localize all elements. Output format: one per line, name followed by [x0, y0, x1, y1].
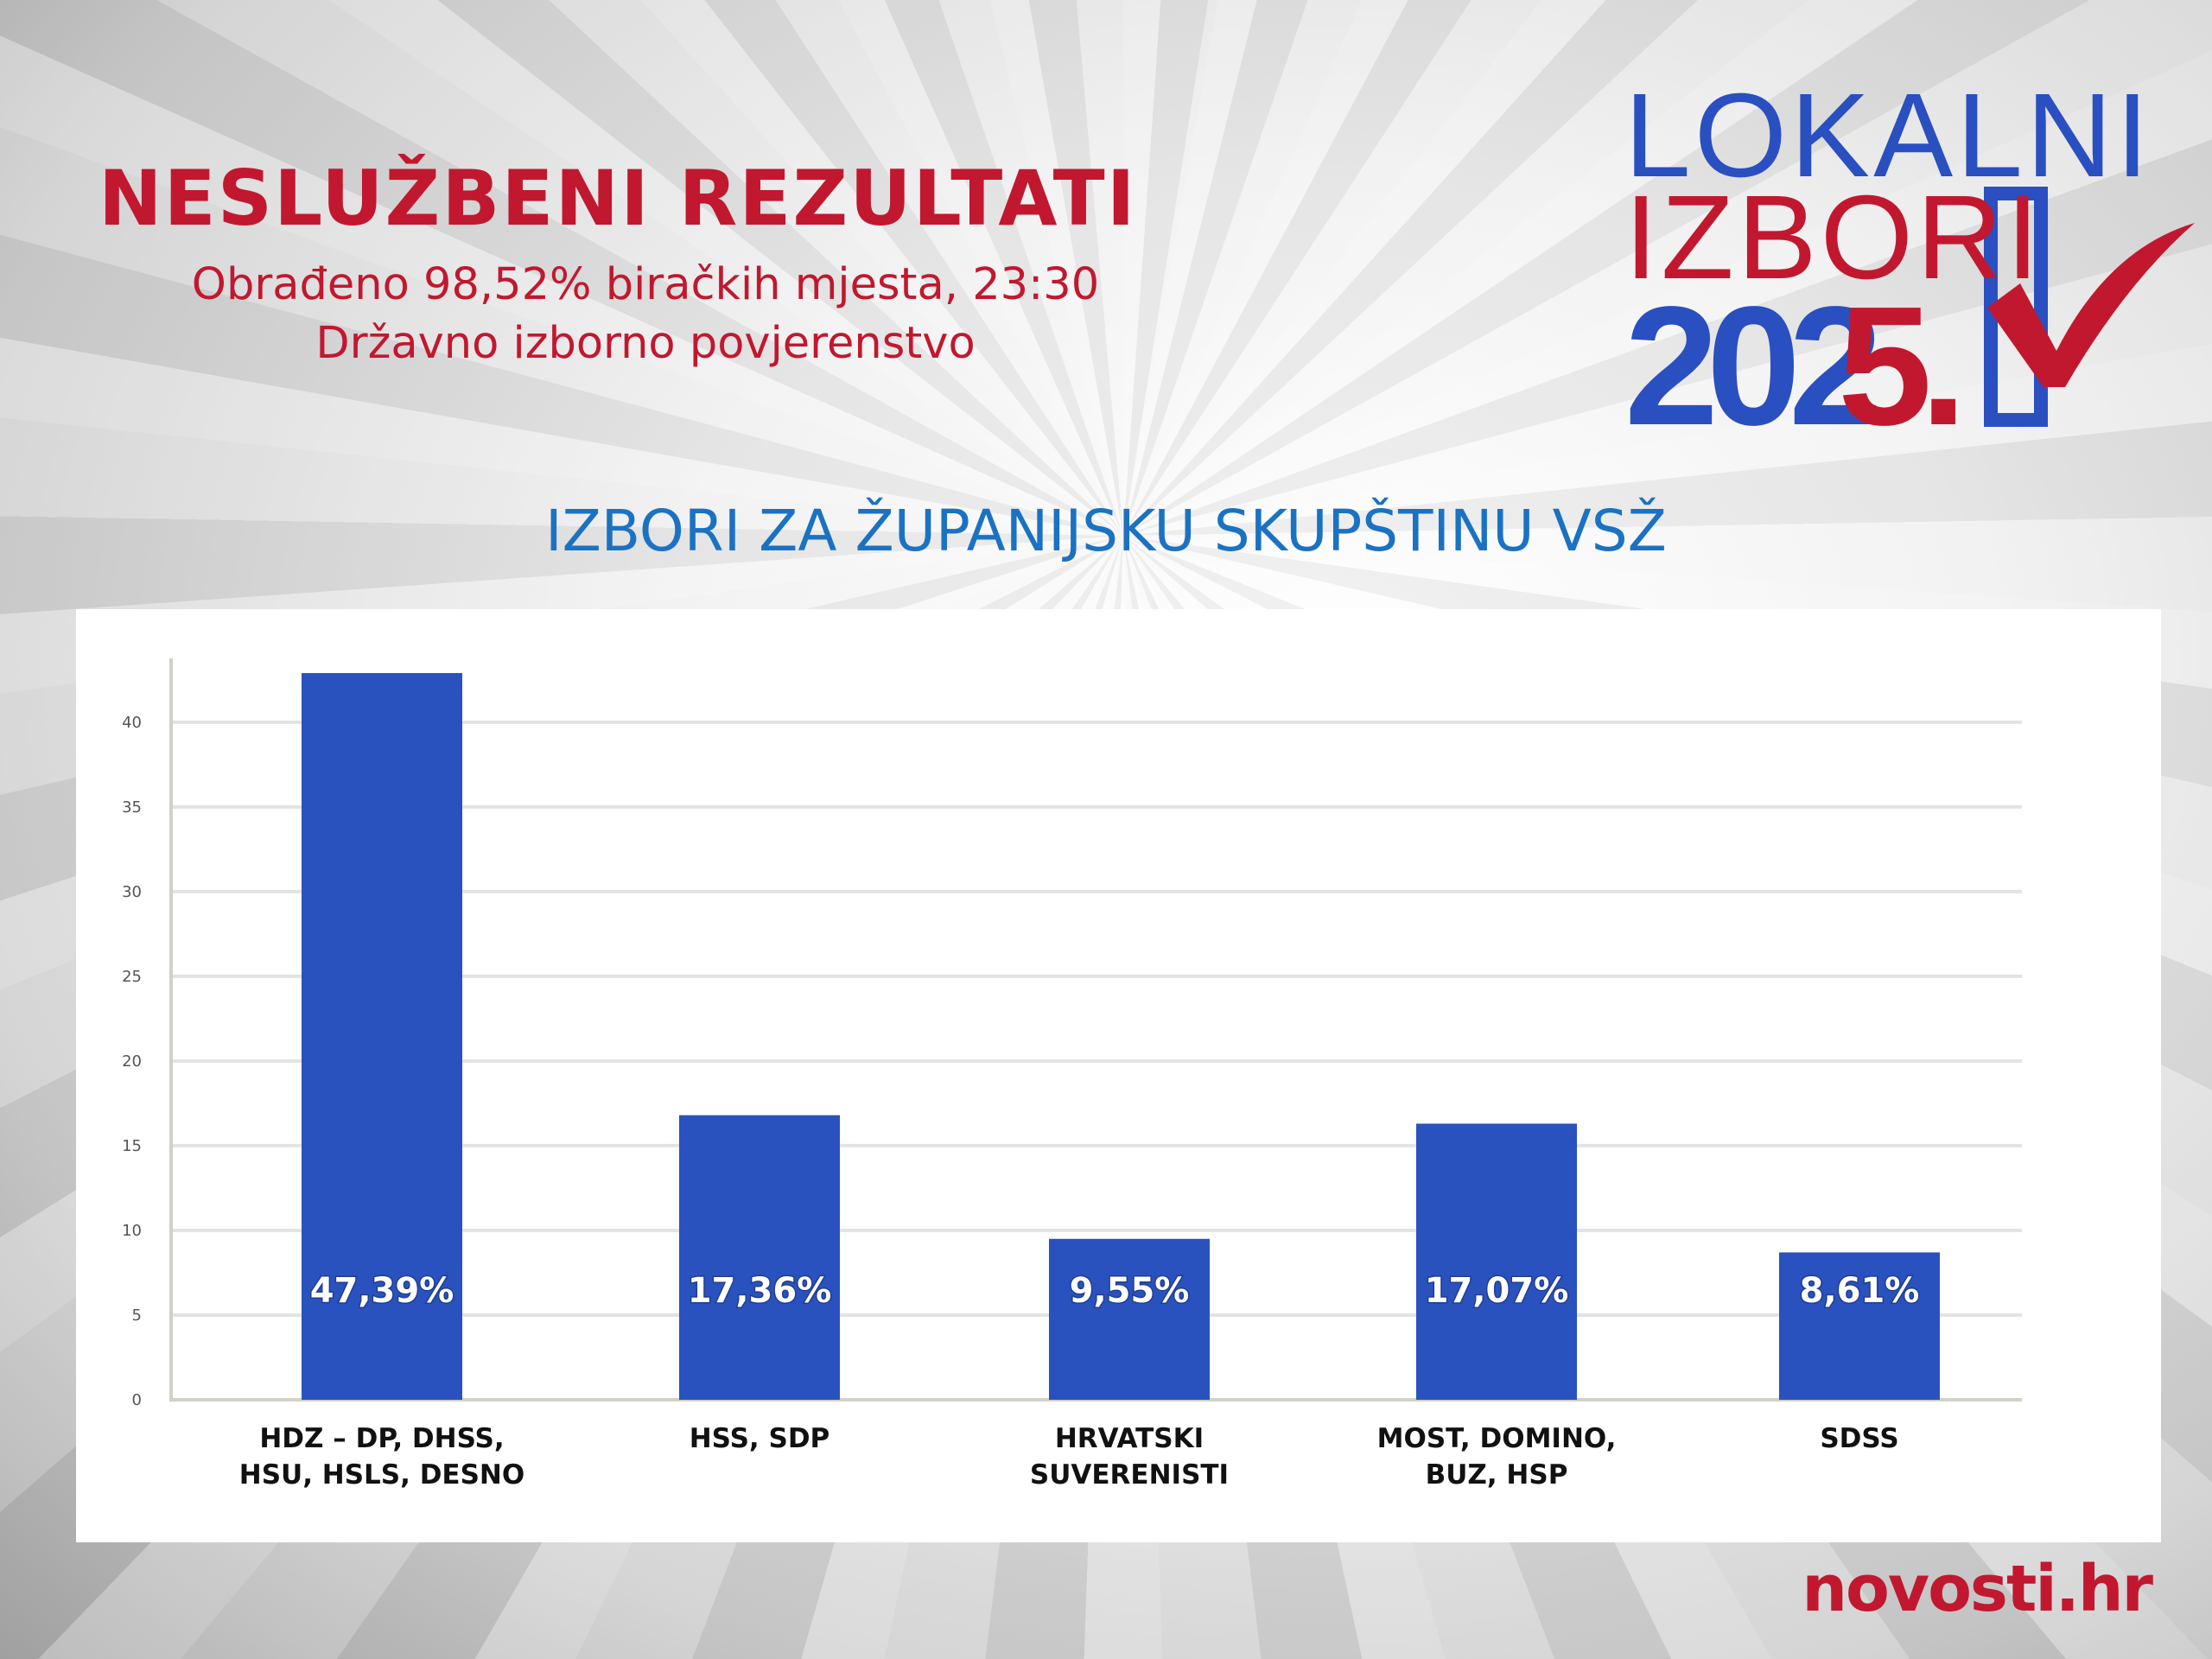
- y-tick-label: 35: [122, 798, 142, 817]
- x-category-label: HRVATSKI: [1055, 1423, 1204, 1454]
- logo-word-izbori: IZBORI: [1624, 171, 2044, 304]
- y-tick-label: 25: [122, 968, 142, 986]
- x-category-label: BUZ, HSP: [1426, 1459, 1568, 1491]
- bar-data-label: 17,07%: [1425, 1271, 1569, 1311]
- source-text: Državno izborno povjerenstvo: [315, 318, 976, 369]
- page-headline: NESLUŽBENI REZULTATI: [99, 154, 1137, 243]
- bar-data-label: 47,39%: [310, 1271, 454, 1311]
- elections-logo: LOKALNI IZBORI 202 5.: [1607, 76, 2195, 456]
- logo-year-red: 5.: [1838, 271, 1967, 461]
- y-tick-label: 40: [122, 714, 142, 732]
- x-category-label: HSU, HSLS, DESNO: [239, 1459, 524, 1491]
- bar-data-label: 17,36%: [688, 1271, 832, 1311]
- x-category-label: MOST, DOMINO,: [1377, 1423, 1617, 1454]
- bar: [302, 672, 462, 1400]
- bar: [1416, 1123, 1577, 1400]
- chart-panel: 0 5 10 15 20 25 30 35 40 47,39% HDZ – DP, DHSS, HSU…: [76, 609, 2161, 1542]
- y-tick-label: 10: [122, 1222, 142, 1240]
- bar: [1049, 1238, 1210, 1400]
- processing-status-text: Obrađeno 98,52% biračkih mjesta, 23:30: [191, 259, 1100, 310]
- x-category-label: HSS, SDP: [690, 1423, 830, 1454]
- x-category-label: HDZ – DP, DHSS,: [259, 1423, 504, 1454]
- y-tick-label: 0: [132, 1391, 142, 1409]
- y-tick-label: 20: [122, 1052, 142, 1071]
- brand-logo: novosti.hr: [1802, 1552, 2153, 1626]
- y-tick-label: 30: [122, 883, 142, 901]
- bar-data-label: 8,61%: [1800, 1271, 1920, 1311]
- x-category-label: SDSS: [1820, 1423, 1898, 1454]
- y-tick-label: 5: [132, 1306, 142, 1325]
- bar: [679, 1115, 840, 1400]
- logo-year-blue: 202: [1624, 271, 1883, 461]
- ballot-checkbox-icon: [1984, 187, 2195, 427]
- bar-data-label: 9,55%: [1070, 1271, 1190, 1311]
- bar-chart: 0 5 10 15 20 25 30 35 40 47,39% HDZ – DP, DHSS, HSU…: [122, 658, 2022, 1491]
- y-tick-label: 15: [122, 1137, 142, 1155]
- bar: [1779, 1252, 1940, 1400]
- chart-title: IZBORI ZA ŽUPANIJSKU SKUPŠTINU VSŽ: [545, 498, 1667, 564]
- logo-word-lokalni: LOKALNI: [1624, 69, 2152, 202]
- x-category-label: SUVERENISTI: [1030, 1459, 1229, 1491]
